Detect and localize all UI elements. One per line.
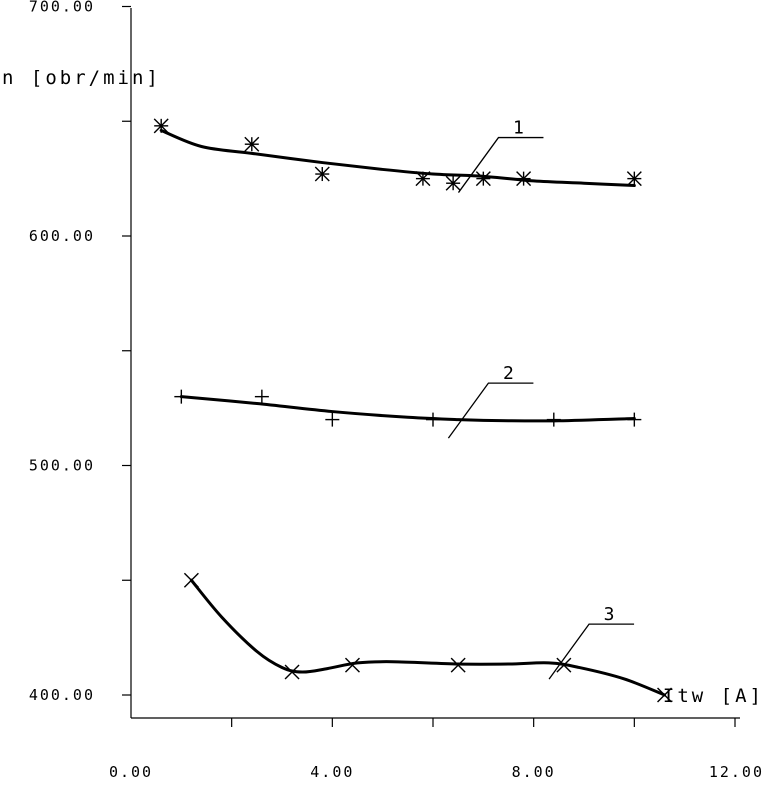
curves-group [159, 128, 667, 697]
axes-group [130, 8, 740, 719]
curve-label-3: 3 [604, 604, 615, 625]
series-1-point [516, 171, 532, 187]
series-3-point-stroke [284, 664, 300, 680]
series-3-point [450, 657, 466, 673]
markers-group [153, 118, 673, 703]
series-3-point [284, 664, 300, 680]
series-1-point-stroke [153, 118, 169, 134]
x-tick-label: 8.00 [512, 763, 556, 781]
leader-line-2 [447, 382, 534, 439]
series-1-point [475, 171, 491, 187]
series-3-point-stroke [657, 687, 673, 703]
series-1-point [445, 175, 461, 191]
x-tick-label: 0.00 [109, 763, 153, 781]
series-1-point-stroke [445, 175, 461, 191]
series-1-point-stroke [314, 166, 330, 182]
series-2-line [179, 395, 636, 423]
series-3-point [556, 657, 572, 673]
series-3-point-stroke [183, 572, 199, 588]
series-3-point [344, 657, 360, 673]
series-3-point-stroke [450, 657, 466, 673]
leader-line-3 [548, 623, 635, 680]
series-1-point [415, 171, 431, 187]
series-2-point [627, 412, 642, 427]
x-tick-label: 4.00 [310, 763, 354, 781]
series-2-point [426, 412, 440, 427]
series-1-point-stroke [415, 171, 431, 187]
series-3-point-stroke [556, 657, 572, 673]
series-1-point [626, 171, 642, 187]
series-1-point [153, 118, 169, 134]
x-tick-label: 12.00 [709, 763, 764, 781]
series-1-point-stroke [516, 171, 532, 187]
series-3-point-stroke [344, 657, 360, 673]
series-3-point [657, 687, 673, 703]
series-3-line [189, 578, 667, 697]
curve-label-2: 2 [503, 363, 514, 384]
series-1-point-stroke [244, 136, 260, 152]
series-1-point-stroke [475, 171, 491, 187]
series-3-point [183, 572, 199, 588]
series-1-point [244, 136, 260, 152]
series-1-point [314, 166, 330, 182]
series-2-point [546, 412, 561, 427]
ticks-group [122, 5, 736, 727]
y-tick-label: 700.00 [29, 0, 95, 16]
leader-line-1 [457, 136, 544, 193]
series-1-line [159, 128, 636, 188]
y-tick-label: 600.00 [29, 227, 95, 245]
y-axis-title: n [obr/min] [2, 67, 161, 89]
y-tick-label: 400.00 [29, 686, 95, 704]
curve-label-1: 1 [513, 118, 524, 139]
y-tick-label: 500.00 [29, 457, 95, 475]
series-1-point-stroke [626, 171, 642, 187]
x-axis-title: Itw [A] [663, 685, 764, 707]
series-2-point [325, 412, 340, 427]
series-2-point [254, 389, 269, 404]
series-2-point [174, 389, 189, 404]
